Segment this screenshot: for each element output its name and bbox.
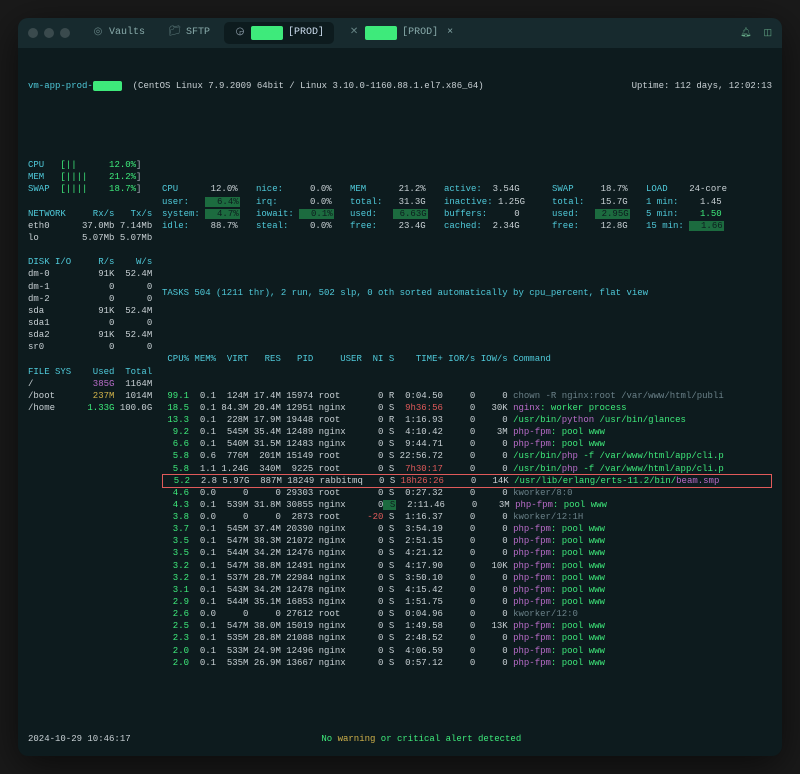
- process-row[interactable]: 3.2 0.1 547M 38.8M 12491 nginx 0 S 4:17.…: [162, 560, 772, 572]
- terminal-window: ◎Vaults📁︎SFTP◶XXXXX[PROD]✕XXXXX[PROD]× 🔔…: [18, 18, 782, 756]
- window-controls[interactable]: [28, 28, 70, 38]
- mem-bar: MEM [|||| 21.2%]: [28, 171, 162, 183]
- filesys-row: / 385G 1164M: [28, 378, 162, 390]
- tmux-icon: ✕: [348, 27, 360, 39]
- process-row[interactable]: 3.5 0.1 547M 38.3M 21072 nginx 0 S 2:51.…: [162, 535, 772, 547]
- titlebar: ◎Vaults📁︎SFTP◶XXXXX[PROD]✕XXXXX[PROD]× 🔔…: [18, 18, 782, 48]
- bell-icon[interactable]: 🔔︎: [740, 27, 751, 39]
- process-row[interactable]: 4.3 0.1 539M 31.8M 30855 nginx 0 S 2:11.…: [162, 499, 772, 511]
- top-stats: CPU 12.0%user: 6.4%system: 4.7%idle: 88.…: [162, 183, 772, 232]
- close-dot[interactable]: [28, 28, 38, 38]
- alert-status: No warning or critical alert detected: [321, 733, 521, 745]
- tab[interactable]: ◎Vaults: [82, 22, 155, 44]
- process-row[interactable]: 2.9 0.1 544M 35.1M 16853 nginx 0 S 1:51.…: [162, 596, 772, 608]
- tab[interactable]: ✕XXXXX[PROD]×: [338, 22, 463, 44]
- process-row[interactable]: 4.6 0.0 0 0 29303 root 0 S 0:27.32 0 0 k…: [162, 487, 772, 499]
- process-row[interactable]: 2.5 0.1 547M 38.0M 15019 nginx 0 S 1:49.…: [162, 620, 772, 632]
- disk-io-row: sda2 91K 52.4M: [28, 329, 162, 341]
- process-row[interactable]: 2.0 0.1 533M 24.9M 12496 nginx 0 S 4:06.…: [162, 645, 772, 657]
- cpu-bar: CPU [|| 12.0%]: [28, 159, 162, 171]
- shield-icon: ◎: [92, 27, 104, 39]
- process-row[interactable]: 3.7 0.1 545M 37.4M 20390 nginx 0 S 3:54.…: [162, 523, 772, 535]
- disk-io: DISK I/O R/s W/s: [28, 256, 162, 268]
- process-row[interactable]: 5.8 0.6 776M 201M 15149 root 0 S 22:56.7…: [162, 450, 772, 462]
- process-row[interactable]: 99.1 0.1 124M 17.4M 15974 root 0 R 0:04.…: [162, 390, 772, 402]
- min-dot[interactable]: [44, 28, 54, 38]
- titlebar-right-icons: 🔔︎ ◫: [740, 27, 772, 39]
- close-icon[interactable]: ×: [447, 26, 453, 40]
- process-row[interactable]: 3.8 0.0 0 0 2873 root -20 S 1:16.37 0 0 …: [162, 511, 772, 523]
- swap-bar: SWAP [|||| 18.7%]: [28, 183, 162, 195]
- tab-bar: ◎Vaults📁︎SFTP◶XXXXX[PROD]✕XXXXX[PROD]×: [82, 22, 728, 44]
- right-panel: CPU 12.0%user: 6.4%system: 4.7%idle: 88.…: [162, 159, 772, 693]
- disk-io-row: dm-0 91K 52.4M: [28, 268, 162, 280]
- process-row[interactable]: 18.5 0.1 84.3M 20.4M 12951 nginx 0 S 9h3…: [162, 402, 772, 414]
- disk-io-row: sr0 0 0: [28, 341, 162, 353]
- folder-icon: 📁︎: [169, 27, 181, 39]
- disk-io-row: sda 91K 52.4M: [28, 305, 162, 317]
- main-grid: CPU [|| 12.0%]MEM [|||| 21.2%]SWAP [||||…: [28, 159, 772, 693]
- network: NETWORK Rx/s Tx/s: [28, 208, 162, 220]
- process-row[interactable]: 5.8 1.1 1.24G 340M 9225 root 0 S 7h30:17…: [162, 463, 772, 475]
- header-line: vm-app-prod-XXXXX (CentOS Linux 7.9.2009…: [28, 80, 772, 92]
- tab[interactable]: ◶XXXXX[PROD]: [224, 22, 334, 44]
- process-row[interactable]: 6.6 0.1 540M 31.5M 12483 nginx 0 S 9:44.…: [162, 438, 772, 450]
- tasks-line: TASKS 504 (1211 thr), 2 run, 502 slp, 0 …: [162, 287, 772, 299]
- process-row[interactable]: 2.3 0.1 535M 28.8M 21088 nginx 0 S 2:48.…: [162, 632, 772, 644]
- process-row[interactable]: 3.2 0.1 537M 28.7M 22984 nginx 0 S 3:50.…: [162, 572, 772, 584]
- disk-io-row: dm-1 0 0: [28, 281, 162, 293]
- process-row[interactable]: 3.1 0.1 543M 34.2M 12478 nginx 0 S 4:15.…: [162, 584, 772, 596]
- process-row[interactable]: 2.0 0.1 535M 26.9M 13667 nginx 0 S 0:57.…: [162, 657, 772, 669]
- process-row[interactable]: 13.3 0.1 228M 17.9M 19448 root 0 R 1:16.…: [162, 414, 772, 426]
- hostname: vm-app-prod-XXXXX: [28, 81, 122, 91]
- left-panel: CPU [|| 12.0%]MEM [|||| 21.2%]SWAP [||||…: [28, 159, 162, 693]
- filesys-row: /home 1.33G 100.0G: [28, 402, 162, 414]
- process-list: 99.1 0.1 124M 17.4M 15974 root 0 R 0:04.…: [162, 390, 772, 669]
- network-row: eth0 37.0Mb 7.14Mb: [28, 220, 162, 232]
- terminal-body: vm-app-prod-XXXXX (CentOS Linux 7.9.2009…: [18, 48, 782, 727]
- filesys-row: /boot 237M 1014M: [28, 390, 162, 402]
- process-row[interactable]: 2.6 0.0 0 0 27612 root 0 S 0:04.96 0 0 k…: [162, 608, 772, 620]
- timestamp: 2024-10-29 10:46:17: [28, 733, 131, 745]
- footer: 2024-10-29 10:46:17 No warning or critic…: [18, 727, 782, 755]
- process-row[interactable]: 3.5 0.1 544M 34.2M 12476 nginx 0 S 4:21.…: [162, 547, 772, 559]
- max-dot[interactable]: [60, 28, 70, 38]
- process-row[interactable]: 5.2 2.8 5.97G 887M 18249 rabbitmq 0 S 18…: [162, 474, 772, 488]
- uptime: Uptime: 112 days, 12:02:13: [632, 80, 772, 92]
- ubuntu-icon: ◶: [234, 27, 246, 39]
- tab[interactable]: 📁︎SFTP: [159, 22, 220, 44]
- filesys: FILE SYS Used Total: [28, 366, 162, 378]
- os-string: (CentOS Linux 7.9.2009 64bit / Linux 3.1…: [133, 81, 484, 91]
- process-header: CPU% MEM% VIRT RES PID USER NI S TIME+ I…: [162, 353, 772, 365]
- panel-icon[interactable]: ◫: [763, 27, 772, 39]
- process-row[interactable]: 9.2 0.1 545M 35.4M 12489 nginx 0 S 4:10.…: [162, 426, 772, 438]
- disk-io-row: dm-2 0 0: [28, 293, 162, 305]
- disk-io-row: sda1 0 0: [28, 317, 162, 329]
- network-row: lo 5.07Mb 5.07Mb: [28, 232, 162, 244]
